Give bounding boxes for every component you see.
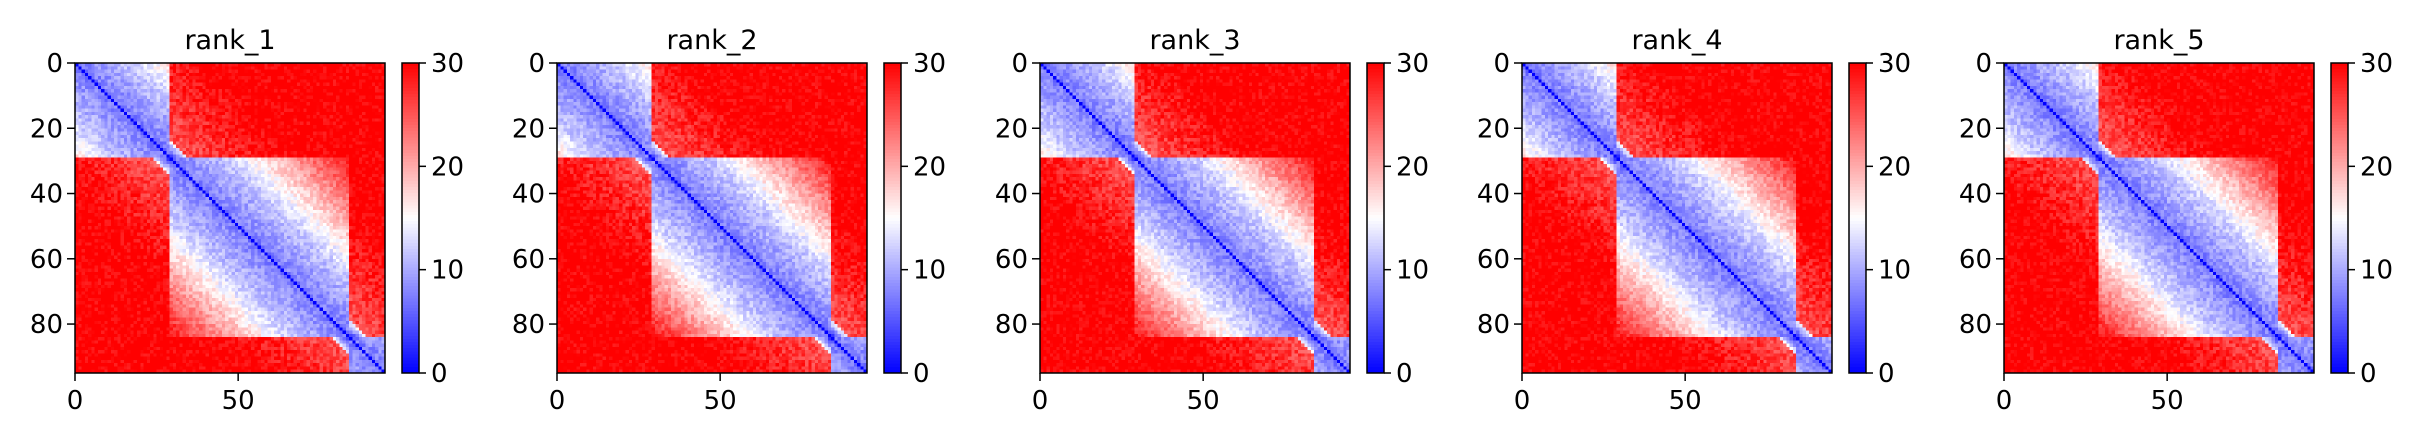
heatmap-cells — [75, 63, 386, 374]
panel-title: rank_1 — [184, 25, 275, 56]
